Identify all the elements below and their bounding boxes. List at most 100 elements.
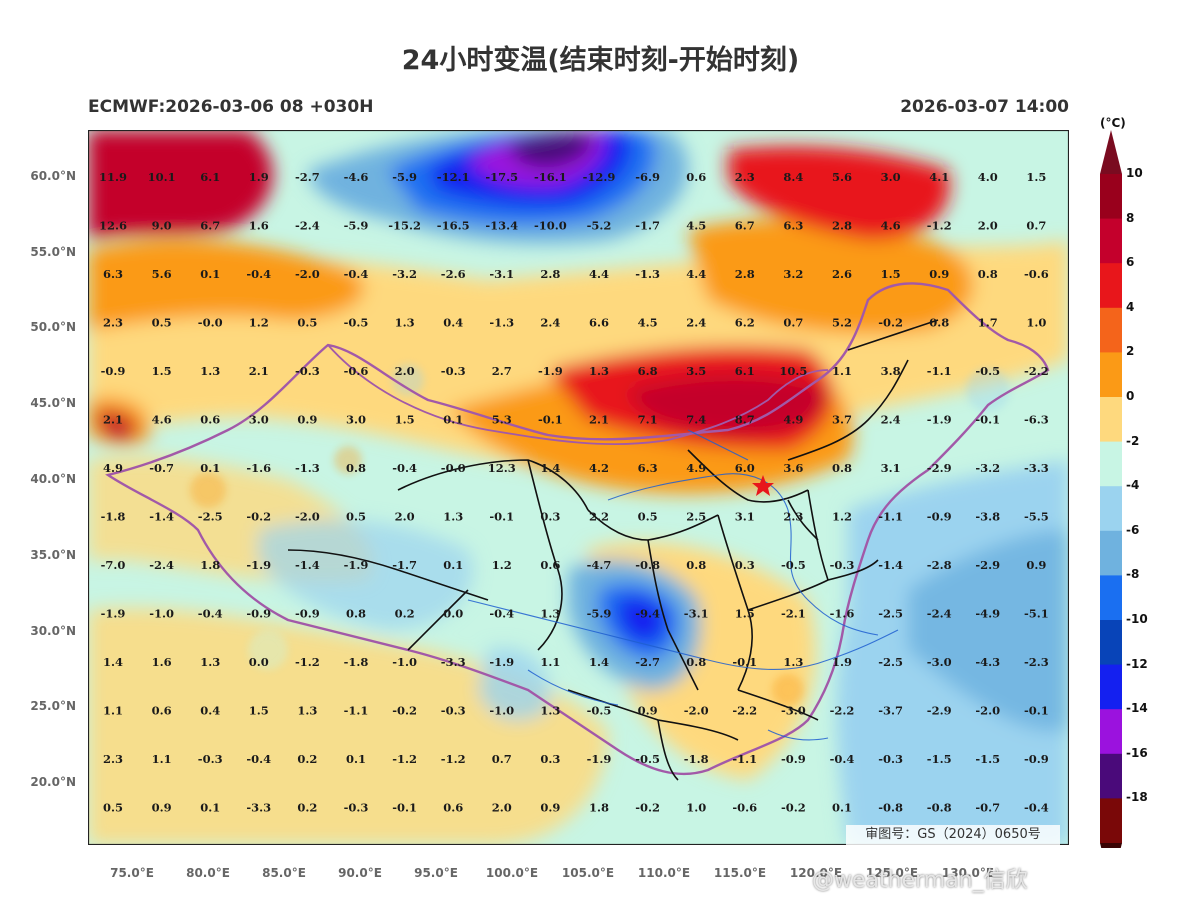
grid-value: -1.8 <box>684 752 709 766</box>
grid-value: 1.2 <box>832 510 852 524</box>
grid-value: 1.1 <box>152 752 172 766</box>
grid-value: 1.6 <box>152 655 172 669</box>
grid-value: 1.3 <box>200 364 220 378</box>
grid-value: 2.8 <box>540 267 560 281</box>
colorbar-segment <box>1100 486 1122 532</box>
grid-value: -1.8 <box>344 655 369 669</box>
grid-value: 1.3 <box>297 704 317 718</box>
grid-value: -0.3 <box>198 752 223 766</box>
grid-value: -0.2 <box>878 316 903 330</box>
grid-value: 3.7 <box>832 413 852 427</box>
grid-value: -6.9 <box>635 170 660 184</box>
grid-value: -1.7 <box>392 558 417 572</box>
grid-value: 2.7 <box>492 364 512 378</box>
grid-value: -1.2 <box>295 655 320 669</box>
grid-value: 2.5 <box>686 510 706 524</box>
grid-value: 1.5 <box>395 413 415 427</box>
temperature-field <box>88 130 1069 845</box>
grid-value: -0.2 <box>392 704 417 718</box>
grid-value: 12.3 <box>488 461 516 475</box>
grid-value: 12.6 <box>99 219 127 233</box>
colorbar-segment <box>1100 753 1122 799</box>
grid-value: -0.3 <box>344 801 369 815</box>
grid-value: 0.6 <box>443 801 463 815</box>
grid-value: -16.1 <box>534 170 567 184</box>
grid-value: 0.2 <box>297 752 317 766</box>
grid-value: -0.5 <box>781 558 806 572</box>
grid-value: 2.6 <box>832 267 852 281</box>
grid-value: -4.7 <box>587 558 612 572</box>
grid-value: -0.2 <box>781 801 806 815</box>
grid-value: 4.9 <box>686 461 706 475</box>
grid-value: -0.9 <box>295 607 320 621</box>
grid-value: -0.4 <box>489 607 514 621</box>
grid-value: -3.0 <box>781 704 806 718</box>
lon-tick: 110.0°E <box>637 866 691 880</box>
grid-value: -1.3 <box>635 267 660 281</box>
grid-value: 3.6 <box>783 461 803 475</box>
grid-value: -1.0 <box>149 607 174 621</box>
grid-value: 7.1 <box>638 413 658 427</box>
province-borders <box>287 319 939 781</box>
grid-value: 6.2 <box>735 316 755 330</box>
grid-value: 0.3 <box>540 510 560 524</box>
grid-value: -0.8 <box>635 558 660 572</box>
grid-value: 0.1 <box>346 752 366 766</box>
grid-value: -0.5 <box>635 752 660 766</box>
grid-value: -5.2 <box>587 219 612 233</box>
grid-value: -0.5 <box>975 364 1000 378</box>
beijing-star-icon <box>752 475 774 496</box>
grid-value: 0.9 <box>540 801 560 815</box>
grid-value: 0.6 <box>152 704 172 718</box>
colorbar-segment <box>1100 352 1122 398</box>
lat-tick: 40.0°N <box>30 472 76 486</box>
grid-value: -0.1 <box>392 801 417 815</box>
grid-value: -0.0 <box>198 316 223 330</box>
grid-value: 6.1 <box>200 170 220 184</box>
grid-value: 0.1 <box>200 801 220 815</box>
grid-value: 4.6 <box>152 413 172 427</box>
colorbar-segment <box>1100 218 1122 264</box>
grid-value: -5.5 <box>1024 510 1049 524</box>
grid-value: 0.6 <box>540 558 560 572</box>
valid-time-label: 2026-03-07 14:00 <box>900 97 1069 117</box>
grid-value: 0.7 <box>492 752 512 766</box>
grid-value: 0.8 <box>686 558 706 572</box>
map-frame <box>88 130 1069 845</box>
grid-value: 2.0 <box>492 801 512 815</box>
grid-value: -0.4 <box>1024 801 1049 815</box>
grid-value: 6.7 <box>200 219 220 233</box>
grid-value: 0.1 <box>832 801 852 815</box>
grid-value: 3.0 <box>249 413 269 427</box>
lon-tick: 75.0°E <box>110 866 154 880</box>
grid-value: -2.5 <box>878 607 903 621</box>
grid-value: -0.4 <box>344 267 369 281</box>
grid-value: -2.7 <box>635 655 660 669</box>
grid-value: -0.2 <box>246 510 271 524</box>
grid-value: 3.0 <box>881 170 901 184</box>
lon-tick: 100.0°E <box>485 866 539 880</box>
grid-value: -1.9 <box>489 655 514 669</box>
grid-value: -0.8 <box>927 801 952 815</box>
colorbar-segment <box>1100 709 1122 755</box>
model-run-label: ECMWF:2026-03-06 08 +030H <box>88 97 374 117</box>
grid-value: 4.4 <box>589 267 609 281</box>
grid-value: -0.9 <box>101 364 126 378</box>
grid-value: 1.2 <box>249 316 269 330</box>
grid-value: -0.9 <box>781 752 806 766</box>
grid-value: -13.4 <box>485 219 518 233</box>
grid-value: 4.5 <box>638 316 658 330</box>
grid-value: -1.3 <box>489 316 514 330</box>
grid-value: -1.9 <box>927 413 952 427</box>
grid-value: -2.5 <box>878 655 903 669</box>
grid-value: 6.1 <box>735 364 755 378</box>
grid-value: -3.7 <box>878 704 903 718</box>
grid-value: 1.2 <box>492 558 512 572</box>
grid-value: -1.1 <box>732 752 757 766</box>
grid-value: 1.6 <box>249 219 269 233</box>
grid-value: 5.2 <box>832 316 852 330</box>
grid-value: 2.8 <box>832 219 852 233</box>
grid-value: -2.2 <box>732 704 757 718</box>
grid-value: 1.8 <box>589 801 609 815</box>
grid-value: -0.1 <box>975 413 1000 427</box>
